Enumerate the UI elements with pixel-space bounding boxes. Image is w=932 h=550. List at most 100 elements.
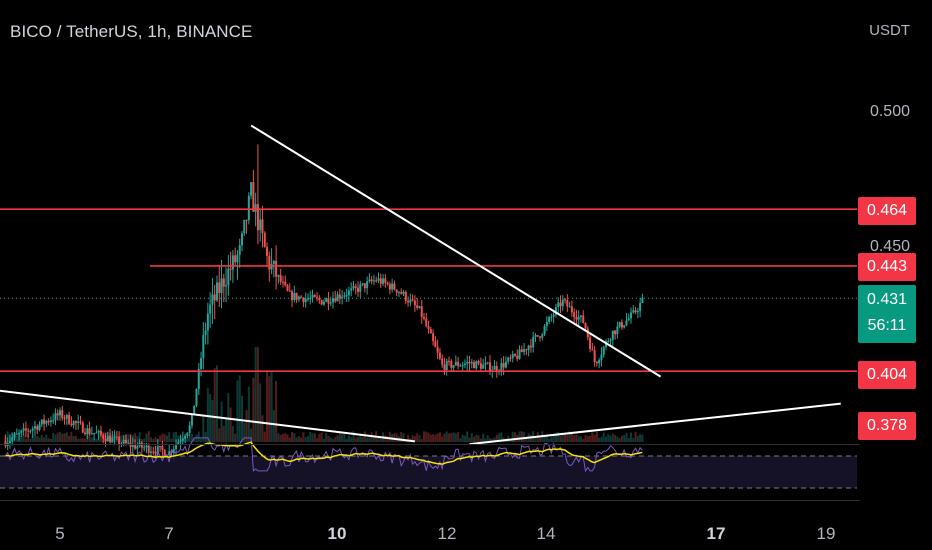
volume-bar <box>359 433 362 442</box>
volume-bar <box>247 386 250 442</box>
candle-body <box>177 441 180 445</box>
candle-body <box>600 354 603 360</box>
volume-bar <box>395 433 398 442</box>
candle-body <box>393 283 396 290</box>
candle-body <box>345 295 348 297</box>
volume-bar <box>118 436 121 442</box>
volume-bar <box>181 437 184 442</box>
volume-bar <box>423 431 425 442</box>
volume-bar <box>302 432 305 442</box>
volume-bar <box>175 432 178 442</box>
candle-body <box>263 233 266 247</box>
volume-bar <box>600 437 603 442</box>
volume-bar <box>143 438 146 442</box>
candle-body <box>43 419 46 424</box>
candle-body <box>261 219 264 234</box>
volume-bar <box>336 435 339 442</box>
volume-bar <box>347 435 350 442</box>
candle-body <box>459 365 462 367</box>
current-price-label: 0.431 <box>866 291 908 308</box>
volume-bar <box>595 431 598 442</box>
candle-body <box>338 294 341 299</box>
candle-body <box>623 325 626 328</box>
candle-body <box>68 414 71 424</box>
volume-bar <box>172 432 175 442</box>
candle-body <box>591 349 594 351</box>
candle-body <box>286 285 289 291</box>
candle-body <box>493 366 496 370</box>
volume-bar <box>81 438 84 442</box>
volume-bar <box>49 438 52 442</box>
candle-body <box>616 326 619 335</box>
volume-bar <box>13 432 16 442</box>
candle-body <box>270 263 273 270</box>
volume-bar <box>27 434 30 442</box>
candle-body <box>250 182 253 196</box>
volume-bar <box>436 433 439 442</box>
candle-body <box>288 290 291 292</box>
volume-bar <box>639 434 642 442</box>
candle-body <box>102 434 105 439</box>
candle-body <box>559 302 562 307</box>
candle-body <box>118 436 121 445</box>
candle-body <box>186 432 189 437</box>
candle-body <box>473 362 476 369</box>
volume-bar <box>43 437 46 442</box>
trendline <box>469 402 841 446</box>
volume-bar <box>484 438 487 442</box>
candle-body <box>143 447 146 449</box>
candle-body <box>70 423 73 426</box>
volume-bar <box>413 436 416 442</box>
candle-body <box>336 294 339 302</box>
volume-bar <box>425 431 428 442</box>
volume-bar <box>63 433 66 442</box>
volume-bar <box>473 436 476 442</box>
volume-bar <box>607 434 610 442</box>
volume-bar <box>525 437 528 442</box>
volume-bar <box>368 437 371 442</box>
candle-body <box>284 281 287 286</box>
volume-bar <box>115 438 118 442</box>
candle-body <box>231 255 234 270</box>
volume-bar <box>250 428 253 442</box>
candle-body <box>54 413 57 421</box>
volume-bar <box>277 433 280 442</box>
volume-bar <box>402 433 405 442</box>
candle-body <box>577 316 580 320</box>
volume-bar <box>634 431 637 442</box>
volume-bar <box>161 433 164 442</box>
volume-bar <box>584 435 587 442</box>
volume-bar <box>614 434 617 442</box>
rsi-line <box>4 437 643 473</box>
candle-body <box>49 420 52 423</box>
candle-body <box>115 436 118 438</box>
volume-bar <box>88 433 91 442</box>
volume-bar <box>145 433 148 442</box>
candle-body <box>200 358 203 369</box>
volume-bar <box>593 434 596 442</box>
candle-body <box>438 352 441 359</box>
candle-body <box>254 204 257 212</box>
volume-bar <box>420 438 423 442</box>
candle-body <box>38 424 41 430</box>
volume-bar <box>106 431 109 442</box>
volume-bar <box>47 438 50 442</box>
candle-body <box>377 278 380 281</box>
volume-bar <box>156 438 159 442</box>
candle-body <box>211 294 214 305</box>
candle-body <box>74 421 77 423</box>
volume-bar <box>122 434 125 442</box>
candle-body <box>45 421 48 424</box>
pane-separator[interactable] <box>0 444 860 445</box>
candle-body <box>20 430 23 433</box>
volume-bar <box>15 435 18 442</box>
volume-bar <box>352 431 355 442</box>
candle-body <box>190 414 193 426</box>
volume-bar <box>450 433 453 442</box>
candle-body <box>363 283 366 289</box>
volume-bar <box>77 438 80 442</box>
candle-body <box>175 444 178 450</box>
volume-bar <box>577 436 580 442</box>
